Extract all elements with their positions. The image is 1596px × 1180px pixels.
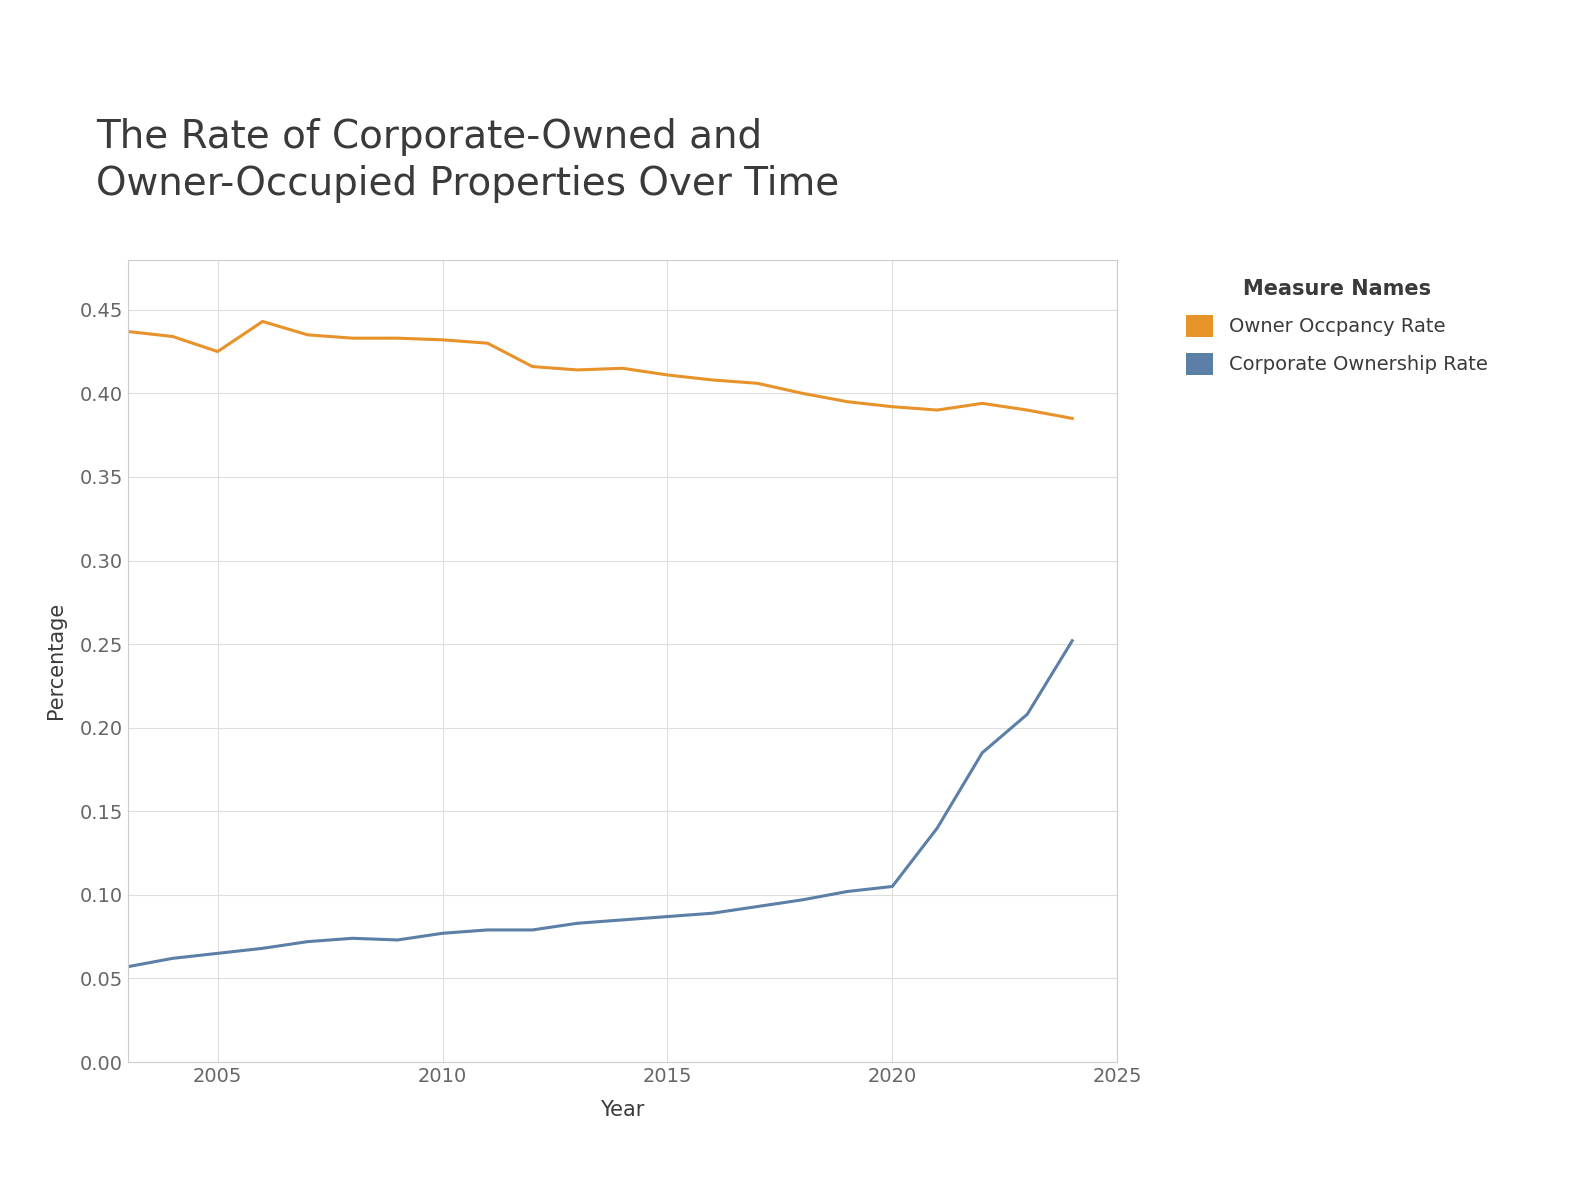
X-axis label: Year: Year <box>600 1100 645 1120</box>
Corporate Ownership Rate <box>477 923 496 937</box>
Corporate Ownership Rate <box>207 946 227 961</box>
Corporate Ownership Rate <box>749 899 768 913</box>
Corporate Ownership Rate <box>838 885 857 899</box>
Owner Occpancy Rate <box>298 328 318 342</box>
Owner Occpancy Rate <box>658 368 677 382</box>
Corporate Ownership Rate <box>298 935 318 949</box>
Owner Occpancy Rate <box>613 361 632 375</box>
Owner Occpancy Rate <box>838 394 857 408</box>
Line: Owner Occpancy Rate: Owner Occpancy Rate <box>128 321 1073 419</box>
Line: Corporate Ownership Rate: Corporate Ownership Rate <box>128 641 1073 966</box>
Owner Occpancy Rate <box>523 360 543 374</box>
Owner Occpancy Rate <box>207 345 227 359</box>
Corporate Ownership Rate <box>343 931 362 945</box>
Owner Occpancy Rate <box>477 336 496 350</box>
Owner Occpancy Rate <box>883 400 902 414</box>
Owner Occpancy Rate <box>1018 404 1037 418</box>
Corporate Ownership Rate <box>254 942 273 956</box>
Text: The Rate of Corporate-Owned and
Owner-Occupied Properties Over Time: The Rate of Corporate-Owned and Owner-Oc… <box>96 118 839 203</box>
Corporate Ownership Rate <box>163 951 182 965</box>
Corporate Ownership Rate <box>613 913 632 927</box>
Corporate Ownership Rate <box>1018 707 1037 721</box>
Corporate Ownership Rate <box>793 893 812 907</box>
Y-axis label: Percentage: Percentage <box>46 602 65 720</box>
Owner Occpancy Rate <box>254 314 273 328</box>
Owner Occpancy Rate <box>568 363 587 378</box>
Owner Occpancy Rate <box>388 332 407 346</box>
Corporate Ownership Rate <box>883 879 902 893</box>
Owner Occpancy Rate <box>1063 412 1082 426</box>
Legend: Owner Occpancy Rate, Corporate Ownership Rate: Owner Occpancy Rate, Corporate Ownership… <box>1176 269 1497 385</box>
Corporate Ownership Rate <box>118 959 137 973</box>
Corporate Ownership Rate <box>702 906 721 920</box>
Corporate Ownership Rate <box>927 821 946 835</box>
Owner Occpancy Rate <box>343 332 362 346</box>
Corporate Ownership Rate <box>388 933 407 948</box>
Corporate Ownership Rate <box>433 926 452 940</box>
Owner Occpancy Rate <box>972 396 991 411</box>
Corporate Ownership Rate <box>568 916 587 930</box>
Corporate Ownership Rate <box>523 923 543 937</box>
Owner Occpancy Rate <box>163 329 182 343</box>
Owner Occpancy Rate <box>433 333 452 347</box>
Corporate Ownership Rate <box>972 746 991 760</box>
Owner Occpancy Rate <box>702 373 721 387</box>
Owner Occpancy Rate <box>793 386 812 400</box>
Owner Occpancy Rate <box>118 324 137 339</box>
Owner Occpancy Rate <box>749 376 768 391</box>
Corporate Ownership Rate <box>658 910 677 924</box>
Owner Occpancy Rate <box>927 404 946 418</box>
Corporate Ownership Rate <box>1063 634 1082 648</box>
